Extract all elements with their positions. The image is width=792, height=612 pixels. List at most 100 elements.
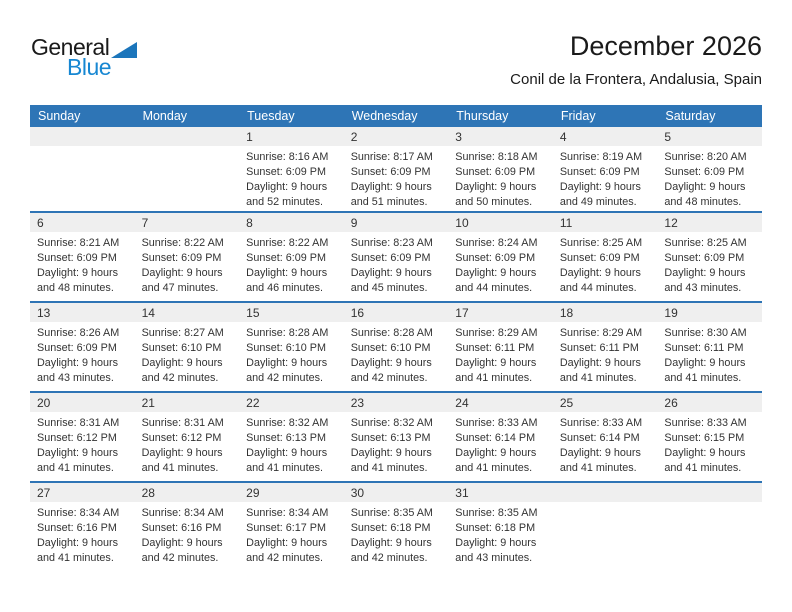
day-number-21: 21 xyxy=(134,393,240,412)
sunset-text: Sunset: 6:13 PM xyxy=(246,432,326,444)
daylight-hours-text: Daylight: 9 hours xyxy=(37,267,119,279)
day-info: Sunrise: 8:34 AM Sunset: 6:16 PM Daylight:… xyxy=(30,502,135,566)
day-number-28: 28 xyxy=(134,483,240,502)
sunset-text: Sunset: 6:18 PM xyxy=(350,522,431,534)
day-number-24: 24 xyxy=(448,393,553,412)
day-cell-25: 25 Sunrise: 8:33 AM Sunset: 6:14 PM Dayligh… xyxy=(552,393,658,481)
page-header: General Blue December 2026 Conil de la F… xyxy=(30,30,762,102)
daylight-hours-text: Daylight: 9 hours xyxy=(141,357,223,369)
day-info: Sunrise: 8:33 AM Sunset: 6:15 PM Daylight:… xyxy=(657,412,762,476)
sunrise-text: Sunrise: 8:35 AM xyxy=(455,507,538,519)
sunrise-text: Sunrise: 8:33 AM xyxy=(455,417,538,429)
sunrise-text: Sunrise: 8:29 AM xyxy=(559,327,643,339)
daylight-hours-text: Daylight: 9 hours xyxy=(246,447,328,459)
sunset-text: Sunset: 6:10 PM xyxy=(141,342,222,354)
sunrise-text: Sunrise: 8:25 AM xyxy=(664,237,747,249)
day-info: Sunrise: 8:32 AM Sunset: 6:13 PM Daylight:… xyxy=(239,412,344,476)
day-number-18: 18 xyxy=(552,303,658,322)
daylight-hours-text: Daylight: 9 hours xyxy=(559,181,641,193)
sunset-text: Sunset: 6:16 PM xyxy=(37,522,117,534)
daylight-minutes-text: and 41 minutes. xyxy=(37,462,114,474)
sunset-text: Sunset: 6:18 PM xyxy=(455,522,536,534)
daylight-hours-text: Daylight: 9 hours xyxy=(664,181,746,193)
day-info: Sunrise: 8:27 AM Sunset: 6:10 PM Daylight:… xyxy=(135,322,240,386)
sunrise-text: Sunrise: 8:28 AM xyxy=(350,327,433,339)
day-info: Sunrise: 8:34 AM Sunset: 6:17 PM Daylight:… xyxy=(239,502,344,566)
daylight-minutes-text: and 41 minutes. xyxy=(559,462,637,474)
daylight-minutes-text: and 42 minutes. xyxy=(141,552,219,564)
day-cell-22: 22 Sunrise: 8:32 AM Sunset: 6:13 PM Dayligh… xyxy=(239,393,344,481)
daylight-hours-text: Daylight: 9 hours xyxy=(350,447,432,459)
weekday-header-friday: Friday xyxy=(560,109,596,123)
day-info: Sunrise: 8:29 AM Sunset: 6:11 PM Daylight:… xyxy=(448,322,553,386)
day-number-3: 3 xyxy=(448,127,553,146)
daylight-minutes-text: and 41 minutes. xyxy=(350,462,428,474)
day-number-2: 2 xyxy=(343,127,449,146)
daylight-minutes-text: and 47 minutes. xyxy=(141,282,219,294)
day-cell-16: 16 Sunrise: 8:28 AM Sunset: 6:10 PM Dayligh… xyxy=(343,303,449,391)
daylight-hours-text: Daylight: 9 hours xyxy=(664,357,746,369)
daylight-hours-text: Daylight: 9 hours xyxy=(455,267,537,279)
daylight-hours-text: Daylight: 9 hours xyxy=(141,267,223,279)
day-info: Sunrise: 8:26 AM Sunset: 6:09 PM Daylight:… xyxy=(30,322,135,386)
daylight-minutes-text: and 43 minutes. xyxy=(37,372,114,384)
week-row-5: 27 Sunrise: 8:34 AM Sunset: 6:16 PM Dayligh… xyxy=(30,481,762,571)
sunrise-text: Sunrise: 8:34 AM xyxy=(246,507,329,519)
daylight-minutes-text: and 44 minutes. xyxy=(559,282,637,294)
daylight-hours-text: Daylight: 9 hours xyxy=(350,537,432,549)
sunrise-text: Sunrise: 8:30 AM xyxy=(664,327,747,339)
daylight-hours-text: Daylight: 9 hours xyxy=(246,357,328,369)
weekday-header-tuesday: Tuesday xyxy=(247,109,295,123)
logo-text-blue: Blue xyxy=(67,54,112,80)
day-number-10: 10 xyxy=(448,213,553,232)
day-cell-17: 17 Sunrise: 8:29 AM Sunset: 6:11 PM Dayligh… xyxy=(448,303,553,391)
general-blue-logo: General Blue xyxy=(31,36,138,80)
day-cell-3: 3 Sunrise: 8:18 AM Sunset: 6:09 PM Daylight… xyxy=(448,127,553,211)
daylight-hours-text: Daylight: 9 hours xyxy=(559,447,641,459)
sunset-text: Sunset: 6:09 PM xyxy=(664,166,745,178)
day-number-23: 23 xyxy=(343,393,449,412)
day-info: Sunrise: 8:29 AM Sunset: 6:11 PM Daylight:… xyxy=(553,322,658,386)
empty-day-cell xyxy=(30,127,135,211)
day-cell-10: 10 Sunrise: 8:24 AM Sunset: 6:09 PM Dayligh… xyxy=(448,213,553,301)
sunrise-text: Sunrise: 8:20 AM xyxy=(664,151,747,163)
day-number-13: 13 xyxy=(30,303,135,322)
day-info: Sunrise: 8:16 AM Sunset: 6:09 PM Daylight:… xyxy=(239,146,344,210)
daylight-hours-text: Daylight: 9 hours xyxy=(37,357,119,369)
sunset-text: Sunset: 6:09 PM xyxy=(455,252,536,264)
day-cell-21: 21 Sunrise: 8:31 AM Sunset: 6:12 PM Dayligh… xyxy=(134,393,240,481)
daylight-hours-text: Daylight: 9 hours xyxy=(350,357,432,369)
daylight-minutes-text: and 41 minutes. xyxy=(455,462,533,474)
daylight-hours-text: Daylight: 9 hours xyxy=(246,267,328,279)
day-number-9: 9 xyxy=(343,213,449,232)
sunrise-text: Sunrise: 8:32 AM xyxy=(246,417,329,429)
daylight-minutes-text: and 42 minutes. xyxy=(246,372,323,384)
sunrise-text: Sunrise: 8:33 AM xyxy=(664,417,747,429)
empty-day-cell xyxy=(552,483,658,571)
empty-number-band xyxy=(30,127,135,146)
sunset-text: Sunset: 6:09 PM xyxy=(559,252,640,264)
page-title: December 2026 xyxy=(569,31,762,61)
daylight-minutes-text: and 41 minutes. xyxy=(664,372,742,384)
calendar-grid: Sunday Monday Tuesday Wednesday Thursday Frid… xyxy=(30,105,762,571)
daylight-hours-text: Daylight: 9 hours xyxy=(455,181,537,193)
day-cell-27: 27 Sunrise: 8:34 AM Sunset: 6:16 PM Dayligh… xyxy=(30,483,135,571)
daylight-hours-text: Daylight: 9 hours xyxy=(664,267,746,279)
day-info: Sunrise: 8:35 AM Sunset: 6:18 PM Daylight:… xyxy=(344,502,449,566)
daylight-hours-text: Daylight: 9 hours xyxy=(246,181,328,193)
sunset-text: Sunset: 6:13 PM xyxy=(350,432,431,444)
daylight-hours-text: Daylight: 9 hours xyxy=(455,537,537,549)
weekday-header-row: Sunday Monday Tuesday Wednesday Thursday Frid… xyxy=(30,105,762,127)
day-info: Sunrise: 8:30 AM Sunset: 6:11 PM Daylight:… xyxy=(657,322,762,386)
empty-number-band xyxy=(134,127,240,146)
sunrise-text: Sunrise: 8:31 AM xyxy=(37,417,120,429)
sunset-text: Sunset: 6:09 PM xyxy=(141,252,222,264)
daylight-hours-text: Daylight: 9 hours xyxy=(37,447,119,459)
day-info: Sunrise: 8:22 AM Sunset: 6:09 PM Daylight:… xyxy=(135,232,240,296)
daylight-minutes-text: and 41 minutes. xyxy=(664,462,742,474)
daylight-minutes-text: and 43 minutes. xyxy=(664,282,742,294)
day-cell-14: 14 Sunrise: 8:27 AM Sunset: 6:10 PM Dayligh… xyxy=(134,303,240,391)
empty-number-band xyxy=(552,483,658,502)
day-number-22: 22 xyxy=(239,393,344,412)
